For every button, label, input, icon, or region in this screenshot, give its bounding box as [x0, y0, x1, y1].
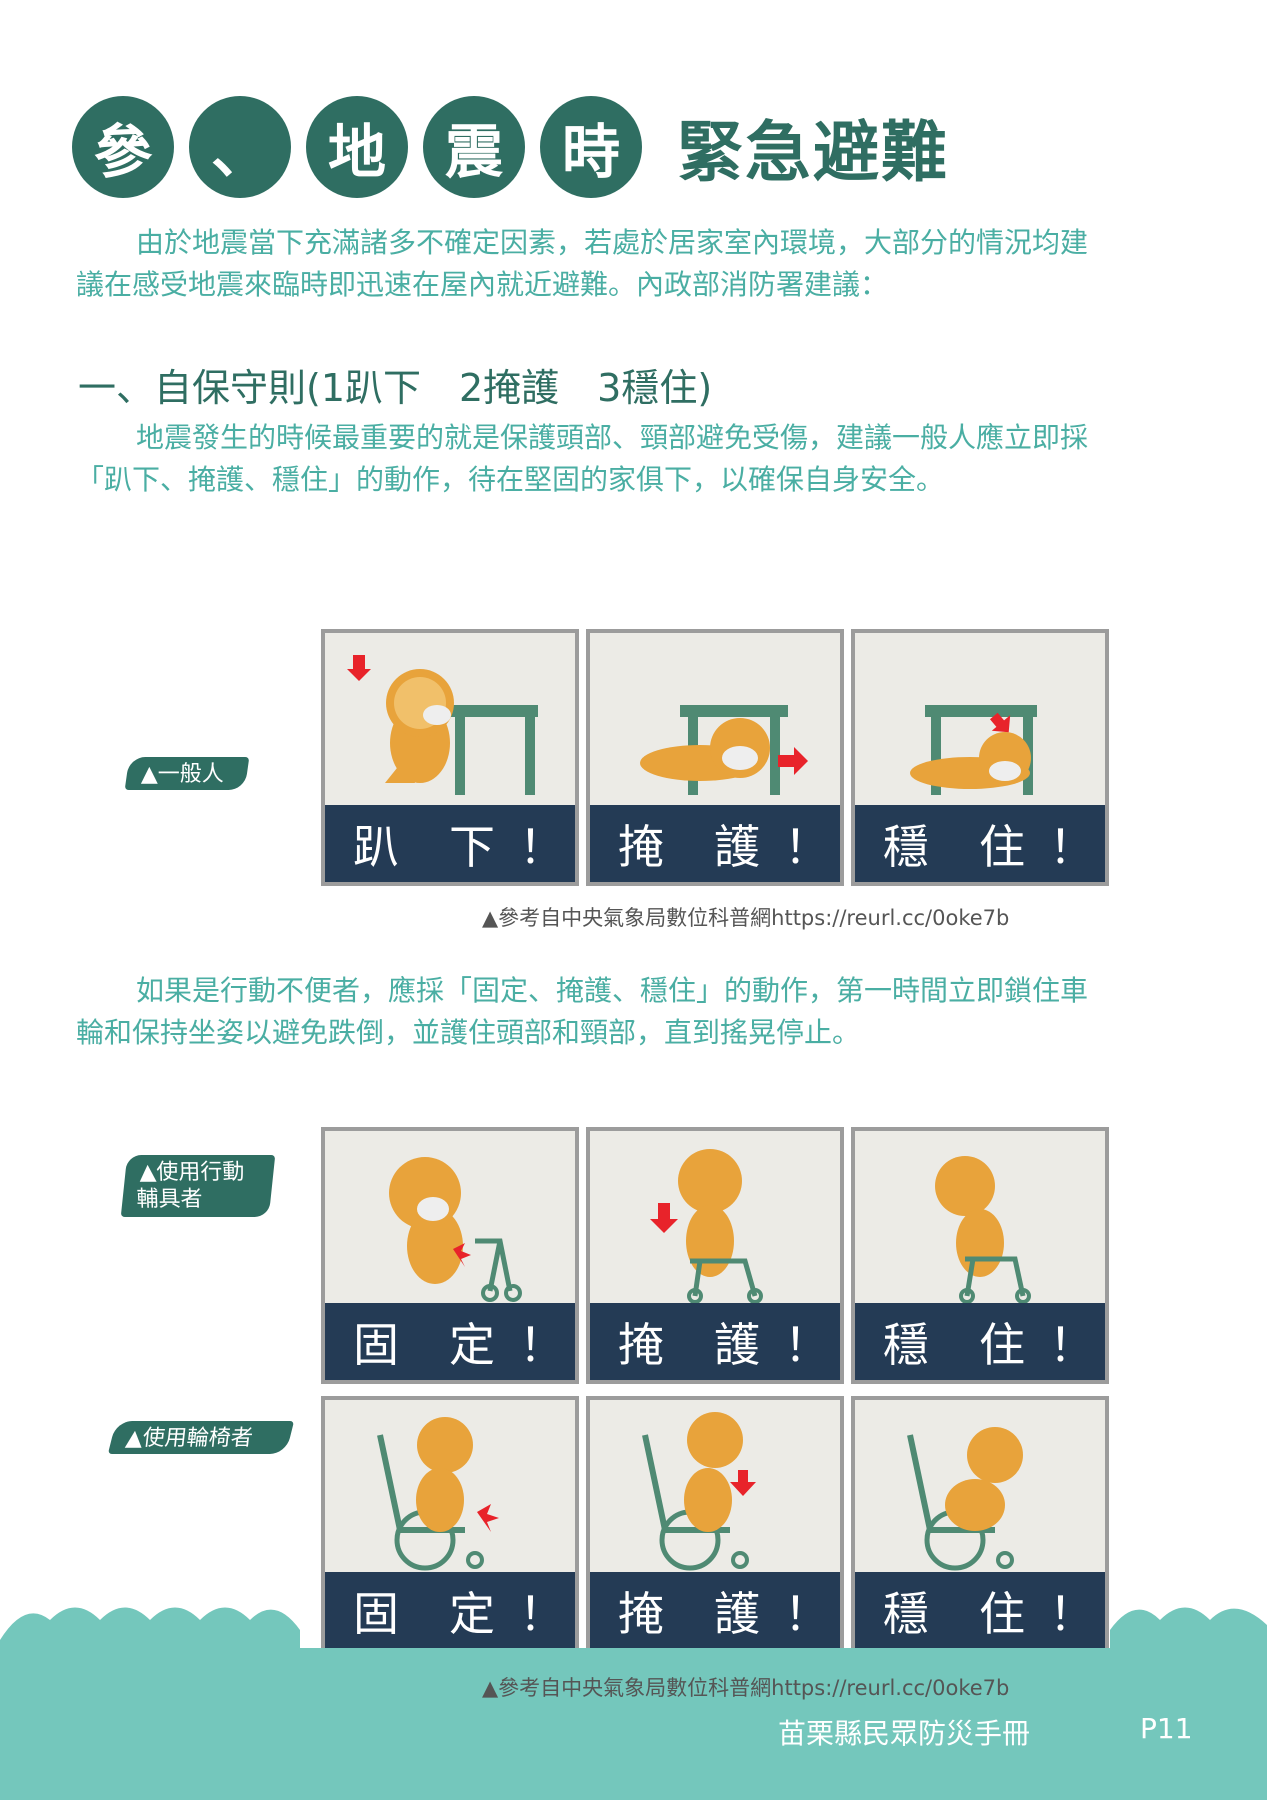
reference-caption-2: ▲參考自中央氣象局數位科普網https://reurl.cc/0oke7b [482, 1676, 1010, 1700]
panel-cover: 掩 護 ！ [586, 629, 844, 886]
title-circle-5: 時 [540, 96, 642, 198]
section2-line-1: 如果是行動不便者，應採「固定、掩護、穩住」的動作，第一時間立即鎖住車 [136, 974, 1089, 1007]
page-title: 參 、 地 震 時 緊急避難 [72, 92, 949, 202]
title-circle-1: 參 [72, 96, 174, 198]
reference-caption-1: ▲參考自中央氣象局數位科普網https://reurl.cc/0oke7b [482, 906, 1010, 930]
tag-wheelchair-users: ▲使用輪椅者 [107, 1421, 295, 1454]
tag-wheelchair-label: ▲使用輪椅者 [124, 1426, 255, 1451]
footer-wave-background [0, 1607, 1267, 1800]
leopard-wheelchair-lock-illustration [377, 1417, 499, 1571]
panel-walker-cover: 掩 護 ！ [586, 1127, 844, 1384]
section2-line-2: 輪和保持坐姿以避免跌倒，並護住頭部和頸部，直到搖晃停止。 [76, 1016, 861, 1049]
tag-mobility-line-1: ▲使用行動 [138, 1160, 245, 1185]
leopard-walker-lock-illustration [389, 1157, 522, 1302]
panel-walker-cover-label: 掩 護 ！ [590, 1303, 840, 1380]
panel-walker-hold-label: 穩 住 ！ [855, 1303, 1105, 1380]
panel-drop: 趴 下 ！ [321, 629, 579, 886]
leopard-drop-illustration [347, 655, 538, 795]
leopard-wheelchair-hold-illustration [907, 1427, 1023, 1571]
title-circle-2: 、 [189, 96, 291, 198]
panel-cover-label: 掩 護 ！ [590, 805, 840, 882]
tag-general-label: ▲一般人 [140, 762, 224, 787]
leopard-walker-cover-illustration [650, 1149, 763, 1303]
leopard-walker-hold-illustration [935, 1156, 1031, 1303]
intro-line-1: 由於地震當下充滿諸多不確定因素，若處於居家室內環境，大部分的情況均建 [136, 226, 1089, 259]
panel-walker-lock: 固 定 ！ [321, 1127, 579, 1384]
panel-wheelchair-lock: 固 定 ！ [321, 1396, 579, 1653]
panel-wheelchair-hold-label: 穩 住 ！ [855, 1572, 1105, 1649]
panel-hold: 穩 住 ！ [851, 629, 1109, 886]
panel-walker-lock-label: 固 定 ！ [325, 1303, 575, 1380]
leopard-wheelchair-cover-illustration [642, 1412, 756, 1571]
title-main-text: 緊急避難 [677, 114, 949, 191]
leopard-hold-illustration [910, 705, 1037, 795]
panel-wheelchair-hold: 穩 住 ！ [851, 1396, 1109, 1653]
panel-wheelchair-cover-label: 掩 護 ！ [590, 1572, 840, 1649]
leopard-cover-illustration [640, 705, 808, 795]
panel-wheelchair-lock-label: 固 定 ！ [325, 1572, 575, 1649]
section1-line-2: 「趴下、掩護、穩住」的動作，待在堅固的家俱下，以確保自身安全。 [76, 463, 945, 496]
tag-mobility-line-2: 輔具者 [136, 1187, 204, 1212]
section1-line-1: 地震發生的時候最重要的就是保護頭部、頸部避免受傷，建議一般人應立即採 [136, 421, 1089, 454]
intro-line-2: 議在感受地震來臨時即迅速在屋內就近避難。內政部消防署建議： [76, 268, 889, 301]
panel-hold-label: 穩 住 ！ [855, 805, 1105, 882]
footer-book-title: 苗栗縣民眾防災手冊 [778, 1717, 1031, 1750]
panel-drop-label: 趴 下 ！ [325, 805, 575, 882]
tag-mobility-aid-users: ▲使用行動 輔具者 [120, 1155, 276, 1217]
footer-page-number: P11 [1140, 1712, 1193, 1745]
section1-paragraph: 地震發生的時候最重要的就是保護頭部、頸部避免受傷，建議一般人應立即採 「趴下、掩… [76, 417, 1172, 501]
tag-general-people: ▲一般人 [124, 757, 250, 790]
panel-wheelchair-cover: 掩 護 ！ [586, 1396, 844, 1653]
title-circle-4: 震 [423, 96, 525, 198]
section-heading: 一、自保守則(1趴下 2掩護 3穩住) [78, 366, 713, 410]
intro-paragraph: 由於地震當下充滿諸多不確定因素，若處於居家室內環境，大部分的情況均建 議在感受地… [76, 222, 1172, 306]
panel-walker-hold: 穩 住 ！ [851, 1127, 1109, 1384]
section2-paragraph: 如果是行動不便者，應採「固定、掩護、穩住」的動作，第一時間立即鎖住車 輪和保持坐… [76, 970, 1172, 1054]
title-circle-3: 地 [306, 96, 408, 198]
